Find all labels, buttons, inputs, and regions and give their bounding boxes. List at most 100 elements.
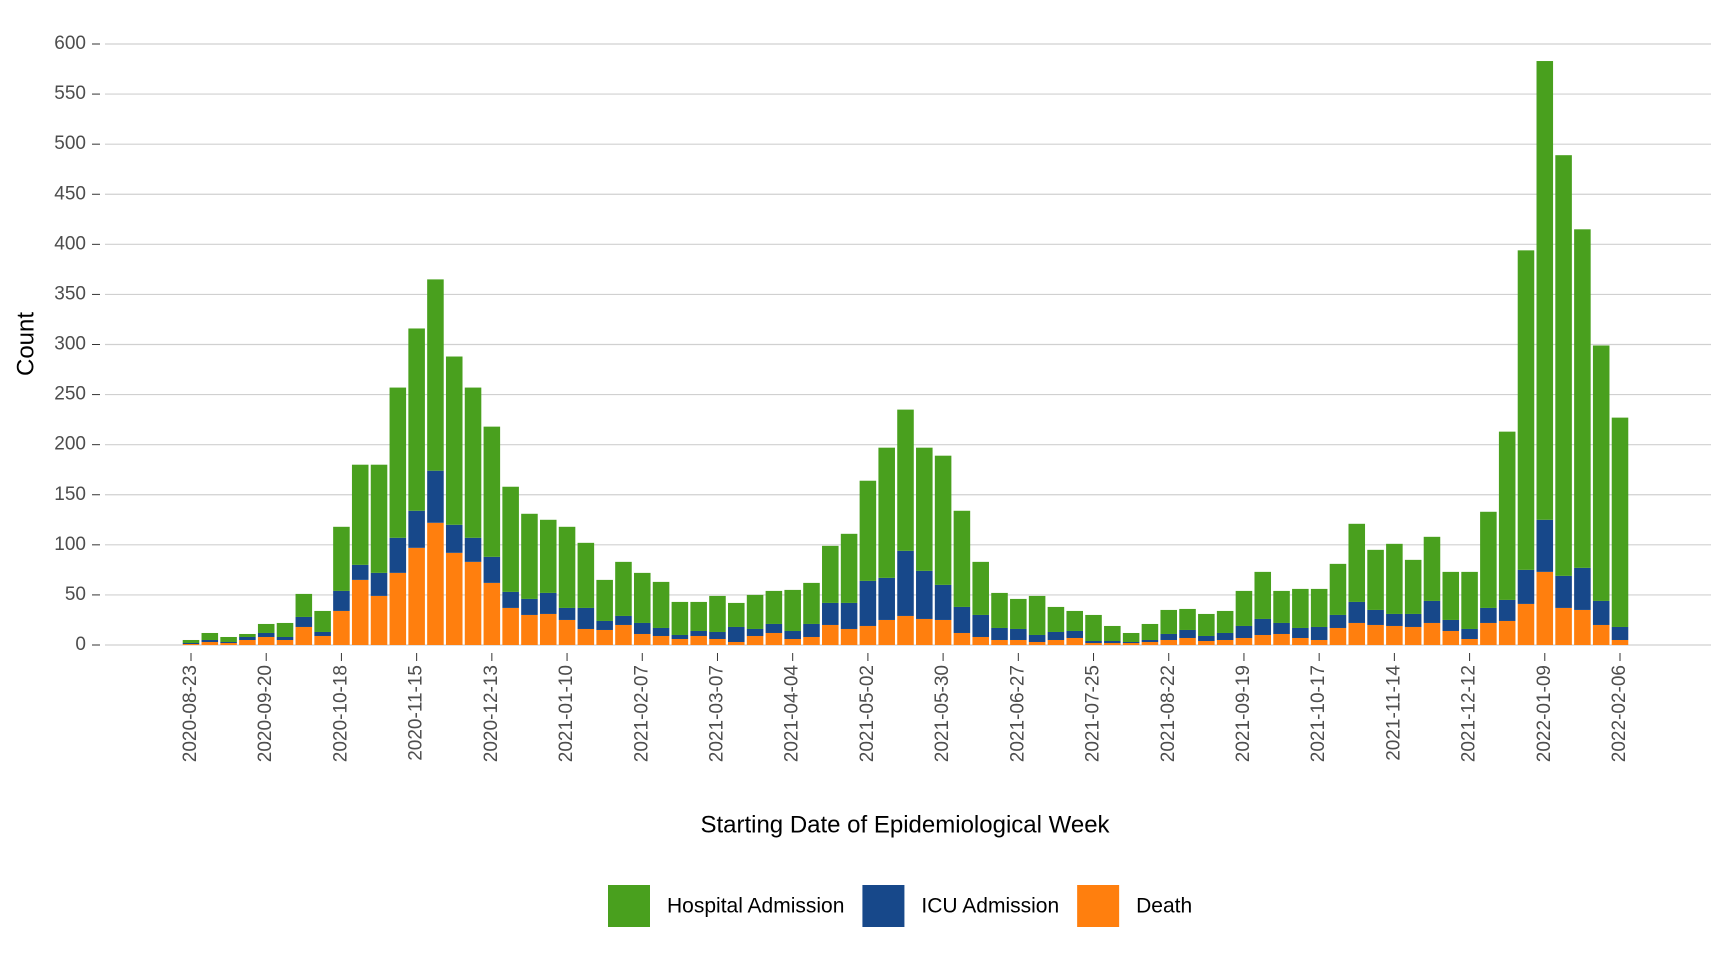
- bar-segment: [822, 624, 839, 645]
- bar-segment: [389, 572, 407, 645]
- bar-segment: [1010, 598, 1027, 629]
- bar-segment: [1517, 569, 1535, 604]
- bar-segment: [521, 513, 538, 599]
- bar-segment: [1047, 606, 1065, 632]
- bar-segment: [1310, 626, 1328, 640]
- bar-segment: [220, 641, 237, 643]
- bar-segment: [690, 601, 707, 631]
- bar-segment: [201, 639, 219, 642]
- bar-segment: [539, 613, 557, 645]
- x-tick-label: 2021-08-22: [1158, 665, 1179, 762]
- bar-segment: [840, 628, 858, 645]
- bar-segment: [972, 614, 989, 637]
- x-axis-title: Starting Date of Epidemiological Week: [700, 811, 1110, 838]
- bar-segment: [1066, 637, 1083, 645]
- x-tick-label: 2020-11-15: [406, 665, 427, 761]
- bar-segment: [220, 636, 237, 642]
- bar-segment: [577, 628, 595, 645]
- bar-segment: [934, 455, 952, 585]
- y-tick-label: 0: [75, 634, 86, 655]
- bar-segment: [464, 387, 482, 538]
- bar-segment: [257, 632, 275, 637]
- bar-segment: [972, 636, 989, 645]
- bar-segment: [1480, 511, 1497, 608]
- bar-segment: [1235, 637, 1253, 645]
- bar-segment: [1423, 536, 1441, 601]
- x-tick-label: 2021-11-14: [1383, 665, 1404, 761]
- bar-segment: [427, 470, 444, 523]
- bar-segment: [652, 627, 670, 636]
- bar-segment: [991, 627, 1008, 640]
- y-tick-label: 550: [54, 83, 86, 104]
- bar-segment: [201, 632, 219, 640]
- bar-segment: [1198, 640, 1215, 645]
- bar-segment: [1085, 642, 1102, 645]
- bar-segment: [615, 561, 632, 616]
- bar-segment: [1611, 626, 1629, 640]
- bar-segment: [351, 579, 369, 645]
- bar-segment: [728, 641, 745, 645]
- bar-segment: [1160, 609, 1178, 634]
- bar-segment: [1386, 625, 1403, 645]
- bar-segment: [765, 590, 783, 624]
- bar-segment: [502, 591, 519, 608]
- bar-segment: [1254, 618, 1272, 635]
- y-tick-label: 300: [54, 334, 86, 355]
- bar-segment: [1611, 639, 1629, 645]
- bar-segment: [746, 635, 764, 645]
- bar-segment: [1367, 549, 1384, 610]
- bar-segment: [1386, 543, 1403, 614]
- bar-segment: [314, 631, 331, 636]
- bar-segment: [728, 602, 745, 627]
- bar-segment: [521, 598, 538, 615]
- bar-segment: [1536, 571, 1554, 645]
- bar-segment: [1198, 613, 1215, 636]
- bar-segment: [1085, 614, 1102, 641]
- bar-segment: [784, 589, 801, 631]
- bar-segment: [1329, 614, 1347, 628]
- bar-segment: [257, 636, 275, 645]
- bar-segment: [1104, 640, 1121, 643]
- y-tick-label: 450: [54, 183, 86, 204]
- bar-segment: [1028, 641, 1046, 645]
- bar-segment: [1141, 623, 1159, 640]
- bar-segment: [220, 642, 237, 645]
- bar-segment: [897, 615, 914, 645]
- bar-segment: [333, 590, 350, 611]
- x-tick-label: 2021-05-30: [932, 665, 953, 762]
- bar-segment: [1461, 571, 1478, 629]
- bar-segment: [652, 581, 670, 628]
- bar-segment: [1404, 626, 1422, 645]
- y-tick-label: 400: [54, 233, 86, 254]
- bar-segment: [633, 572, 651, 623]
- bar-segment: [1292, 627, 1309, 638]
- y-tick-label: 150: [54, 484, 86, 505]
- bar-segment: [295, 616, 313, 627]
- bar-segment: [1480, 607, 1497, 623]
- bar-segment: [1085, 640, 1102, 643]
- bar-segment: [1028, 634, 1046, 642]
- bar-segment: [1480, 622, 1497, 645]
- x-tick-label: 2021-05-02: [857, 665, 878, 762]
- bar-segment: [1517, 603, 1535, 645]
- bar-segment: [445, 552, 463, 645]
- bar-segment: [1122, 642, 1140, 645]
- bar-segment: [1141, 641, 1159, 645]
- bar-segment: [427, 279, 444, 471]
- bar-segment: [1010, 639, 1027, 645]
- bar-segment: [1592, 345, 1610, 601]
- x-tick-label: 2020-10-18: [330, 665, 351, 762]
- bar-segment: [370, 464, 388, 573]
- bar-segment: [408, 510, 425, 548]
- bar-segment: [521, 614, 538, 645]
- bar-segment: [953, 510, 971, 607]
- bar-segment: [558, 526, 576, 608]
- bar-segment: [803, 582, 820, 624]
- bar-segment: [1292, 588, 1309, 628]
- bar-segment: [1104, 625, 1121, 641]
- bar-segment: [1367, 609, 1384, 625]
- bar-segment: [1329, 563, 1347, 615]
- bar-segment: [596, 579, 613, 621]
- bar-segment: [1555, 607, 1572, 645]
- bar-segment: [1498, 620, 1516, 645]
